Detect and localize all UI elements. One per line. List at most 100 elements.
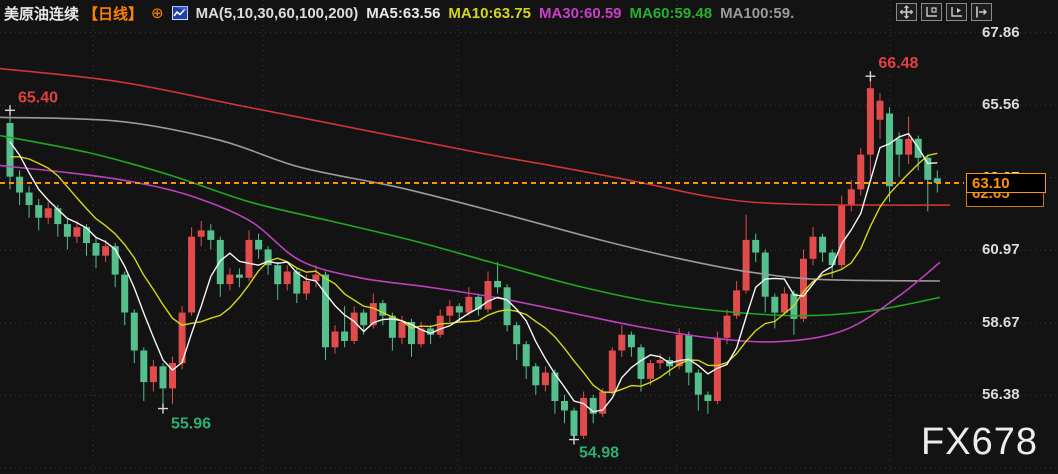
annotation-price: 66.48 bbox=[878, 55, 918, 72]
ma30-value: MA30:60.59 bbox=[538, 4, 622, 22]
candle bbox=[63, 224, 71, 237]
zoom-axes-button[interactable] bbox=[921, 3, 942, 21]
candle bbox=[188, 236, 196, 313]
timeframe-label[interactable]: 【日线】 bbox=[83, 5, 144, 23]
line-chart-icon bbox=[171, 6, 188, 20]
candle bbox=[733, 290, 741, 316]
y-axis-label: 58.67 bbox=[982, 313, 1020, 331]
candle bbox=[83, 227, 90, 243]
candle bbox=[16, 176, 24, 193]
candle bbox=[446, 306, 454, 316]
candle bbox=[599, 391, 607, 414]
candle bbox=[589, 397, 597, 414]
add-indicator-icon[interactable]: ⊕ bbox=[151, 5, 164, 22]
ma30-line bbox=[0, 164, 941, 343]
ma100-value: MA100:59. bbox=[720, 4, 795, 22]
candle bbox=[398, 322, 406, 338]
candle bbox=[474, 296, 482, 310]
candle bbox=[369, 303, 377, 326]
candle bbox=[130, 312, 138, 351]
candle bbox=[54, 208, 62, 225]
pan-right-button[interactable] bbox=[971, 3, 992, 21]
ma60-value: MA60:59.48 bbox=[629, 4, 713, 22]
candle bbox=[226, 274, 234, 285]
candle bbox=[742, 239, 750, 291]
candle bbox=[675, 334, 683, 367]
candle bbox=[331, 331, 339, 348]
candle bbox=[838, 205, 846, 266]
candle bbox=[866, 88, 874, 155]
candle bbox=[264, 249, 272, 266]
candle bbox=[302, 281, 310, 294]
candle bbox=[360, 312, 368, 326]
current-price-tag: 63.10 bbox=[966, 173, 1046, 193]
candle bbox=[819, 236, 827, 253]
candle bbox=[274, 265, 282, 285]
candle bbox=[656, 360, 664, 364]
candle bbox=[551, 372, 559, 401]
candle bbox=[283, 271, 291, 285]
candle bbox=[207, 230, 215, 240]
candle bbox=[379, 303, 387, 316]
instrument-title: 美原油连续 bbox=[4, 5, 80, 23]
ma10-line bbox=[10, 152, 938, 394]
annotation-price: 54.98 bbox=[579, 445, 619, 462]
candle bbox=[455, 306, 463, 313]
candle bbox=[494, 281, 502, 288]
annotation-price: 55.96 bbox=[171, 416, 211, 433]
candle bbox=[159, 366, 167, 389]
candle bbox=[293, 271, 301, 294]
candle bbox=[532, 366, 540, 386]
zoom-axes-icon bbox=[926, 7, 937, 17]
candle bbox=[149, 366, 157, 383]
candle bbox=[570, 410, 578, 436]
candle bbox=[341, 331, 349, 341]
candle bbox=[713, 337, 721, 401]
axes-play-button[interactable] bbox=[946, 3, 967, 21]
candle bbox=[503, 287, 511, 326]
candle bbox=[924, 157, 932, 180]
candle bbox=[876, 100, 884, 120]
candle bbox=[933, 178, 941, 183]
candle bbox=[828, 252, 836, 266]
candle bbox=[541, 372, 549, 386]
y-axis-label: 65.56 bbox=[982, 96, 1020, 114]
candle bbox=[608, 350, 616, 392]
candle bbox=[847, 189, 855, 206]
ma5-value: MA5:63.56 bbox=[366, 4, 441, 22]
candle bbox=[169, 363, 176, 389]
axes-play-icon bbox=[951, 7, 962, 17]
candle bbox=[637, 347, 645, 379]
candle bbox=[809, 236, 817, 259]
candle bbox=[513, 325, 521, 345]
ma-settings-label[interactable]: MA(5,10,30,60,100,200) bbox=[195, 4, 359, 22]
candle bbox=[427, 328, 435, 335]
candle bbox=[255, 239, 263, 250]
candle bbox=[73, 227, 81, 237]
secondary-price-tag: 62.65 bbox=[966, 191, 1044, 207]
candle bbox=[685, 334, 693, 373]
y-axis-label: 60.97 bbox=[982, 241, 1020, 259]
candle bbox=[484, 281, 492, 310]
candle bbox=[417, 328, 425, 345]
candle bbox=[245, 239, 253, 278]
candle bbox=[704, 394, 712, 401]
candle bbox=[895, 138, 903, 155]
ma10-value: MA10:63.75 bbox=[448, 4, 531, 22]
candle bbox=[235, 274, 243, 278]
candle bbox=[408, 322, 415, 345]
candle bbox=[465, 296, 473, 313]
extreme-marker bbox=[865, 71, 876, 82]
ma200-line bbox=[0, 67, 951, 206]
annotation-price: 65.40 bbox=[18, 89, 58, 106]
candle bbox=[561, 401, 568, 411]
candle bbox=[752, 239, 760, 253]
candle bbox=[388, 315, 396, 338]
move-crosshair-button[interactable] bbox=[896, 3, 917, 21]
candle bbox=[35, 205, 43, 218]
candle bbox=[800, 258, 807, 319]
candle bbox=[905, 138, 913, 155]
candle bbox=[436, 315, 444, 335]
